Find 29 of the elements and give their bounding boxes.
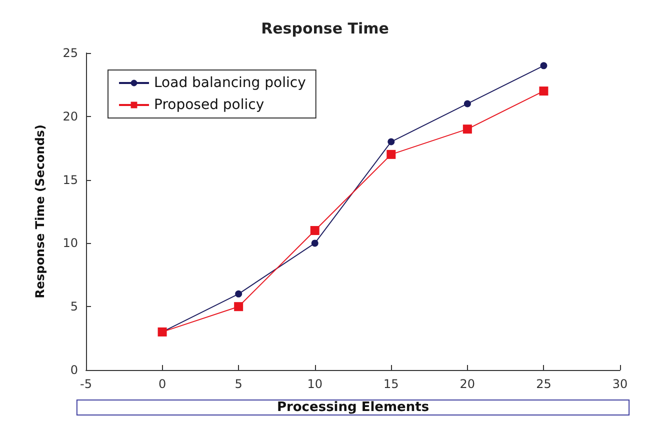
x-tick-label: 5 <box>234 377 242 391</box>
x-axis-title: Processing Elements <box>276 400 430 415</box>
point <box>235 290 242 298</box>
x-tick-label: 10 <box>307 377 322 391</box>
chart-title: Response Time <box>261 20 389 38</box>
point <box>311 240 318 247</box>
x-tick-label: 15 <box>384 377 399 391</box>
legend-label: Load balancing policy <box>154 75 306 91</box>
x-tick-label: 0 <box>158 377 166 391</box>
x-tick-label: -5 <box>80 377 92 391</box>
y-tick-label: 10 <box>62 236 78 250</box>
point <box>539 86 548 96</box>
point <box>540 62 548 70</box>
point <box>462 124 472 134</box>
y-tick-label: 5 <box>70 300 78 314</box>
y-tick-label: 25 <box>62 46 78 60</box>
point <box>234 302 244 312</box>
y-axis-title: Response Time (Seconds) <box>33 124 47 298</box>
x-tick-label: 25 <box>536 377 552 391</box>
legend-label: Proposed policy <box>154 97 264 113</box>
y-tick-label: 0 <box>70 363 78 377</box>
y-tick-label: 20 <box>62 109 78 124</box>
x-tick-label: 20 <box>460 377 476 391</box>
point <box>310 226 320 236</box>
x-tick-label: 30 <box>612 377 628 391</box>
point <box>386 150 396 159</box>
point <box>388 138 395 146</box>
point <box>464 100 471 108</box>
y-tick-label: 15 <box>62 172 78 187</box>
